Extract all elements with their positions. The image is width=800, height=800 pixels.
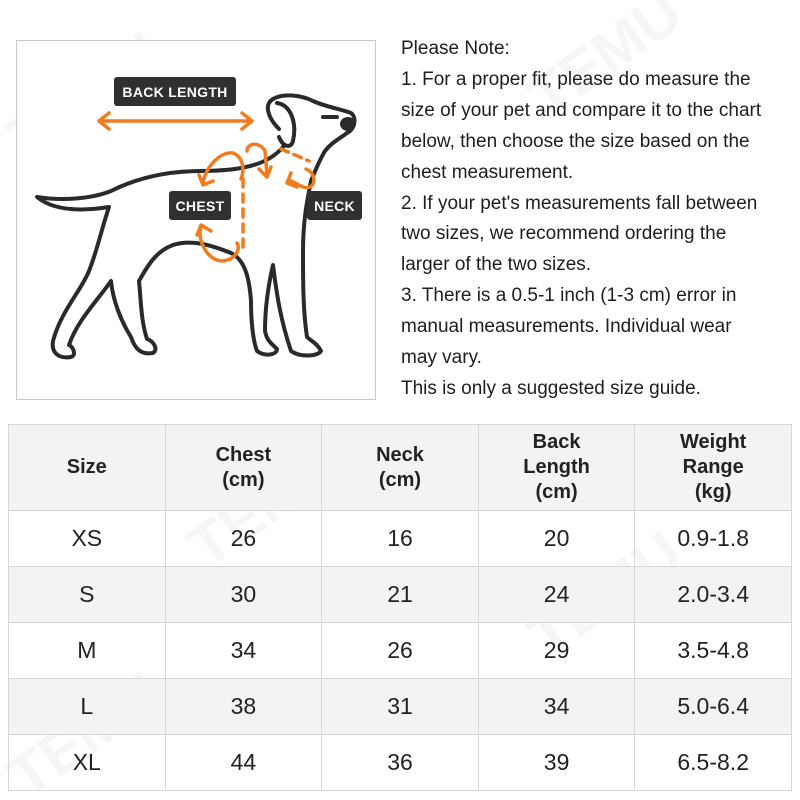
cell-back-length: 34: [477, 678, 636, 735]
cell-back-length: 29: [477, 622, 636, 679]
header-chest: Chest (cm): [164, 424, 323, 511]
dog-measurement-diagram: BACK LENGTH CHEST NECK: [16, 40, 376, 400]
back-length-label: BACK LENGTH: [114, 77, 236, 106]
cell-neck: 36: [321, 734, 479, 791]
note-line: manual measurements. Individual wear: [401, 316, 732, 338]
note-line: larger of the two sizes.: [401, 254, 592, 276]
cell-size: M: [8, 622, 166, 679]
chest-label: CHEST: [169, 191, 231, 220]
note-line: may vary.: [401, 347, 482, 369]
cell-neck: 26: [321, 622, 479, 679]
header-neck: Neck (cm): [321, 424, 479, 511]
cell-weight-range: 6.5-8.2: [634, 734, 792, 791]
size-note: Please Note: 1. For a proper fit, please…: [401, 34, 796, 405]
cell-size: S: [8, 566, 166, 623]
note-line: This is only a suggested size guide.: [401, 377, 701, 399]
table-row: XL 44 36 39 6.5-8.2: [8, 734, 792, 791]
table-row: XS 26 16 20 0.9-1.8: [8, 510, 792, 567]
note-line: size of your pet and compare it to the c…: [401, 99, 762, 121]
cell-weight-range: 5.0-6.4: [634, 678, 792, 735]
size-table: Size Chest (cm) Neck (cm) Back Length (c…: [8, 424, 792, 791]
note-line: two sizes, we recommend ordering the: [401, 223, 727, 245]
cell-back-length: 20: [477, 510, 636, 567]
cell-size: XL: [8, 734, 166, 791]
header-back-length: Back Length (cm): [477, 424, 636, 511]
note-line: Please Note:: [401, 38, 510, 59]
header-weight-range: Weight Range (kg): [634, 424, 792, 511]
header-size: Size: [8, 424, 166, 511]
note-line: 2. If your pet's measurements fall betwe…: [401, 192, 758, 214]
table-header-row: Size Chest (cm) Neck (cm) Back Length (c…: [8, 424, 792, 511]
cell-chest: 26: [164, 510, 323, 567]
cell-size: L: [8, 678, 166, 735]
cell-chest: 38: [164, 678, 323, 735]
table-row: M 34 26 29 3.5-4.8: [8, 622, 792, 679]
table-row: S 30 21 24 2.0-3.4: [8, 566, 792, 623]
cell-neck: 21: [321, 566, 479, 623]
cell-chest: 34: [164, 622, 323, 679]
cell-chest: 44: [164, 734, 323, 791]
note-line: below, then choose the size based on the: [401, 130, 750, 152]
cell-weight-range: 3.5-4.8: [634, 622, 792, 679]
note-line: 3. There is a 0.5-1 inch (1-3 cm) error …: [401, 285, 737, 307]
cell-neck: 16: [321, 510, 479, 567]
neck-label: NECK: [307, 191, 362, 220]
cell-size: XS: [8, 510, 166, 567]
note-line: chest measurement.: [401, 161, 574, 183]
cell-back-length: 24: [477, 566, 636, 623]
note-line: 1. For a proper fit, please do measure t…: [401, 68, 751, 90]
cell-back-length: 39: [477, 734, 636, 791]
cell-chest: 30: [164, 566, 323, 623]
table-row: L 38 31 34 5.0-6.4: [8, 678, 792, 735]
dog-outline-illustration: [35, 93, 357, 360]
cell-neck: 31: [321, 678, 479, 735]
cell-weight-range: 2.0-3.4: [634, 566, 792, 623]
cell-weight-range: 0.9-1.8: [634, 510, 792, 567]
